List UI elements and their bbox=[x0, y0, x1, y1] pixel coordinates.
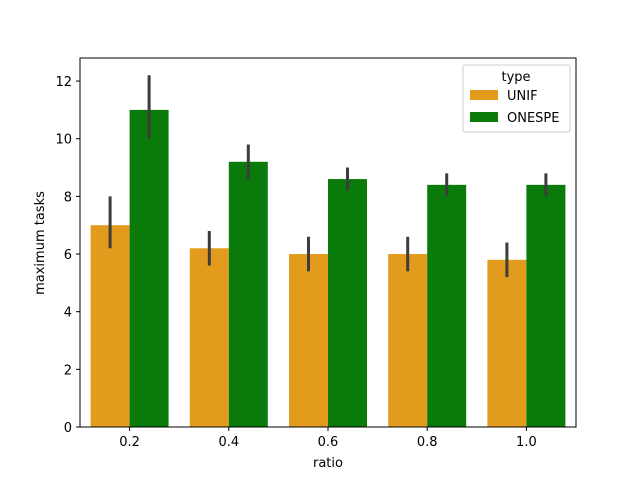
bar-onespe-0.6 bbox=[328, 179, 367, 427]
legend: type UNIF ONESPE bbox=[462, 64, 571, 133]
bar-onespe-0.2 bbox=[129, 109, 169, 427]
x-tick-label: 0.4 bbox=[218, 435, 239, 450]
y-tick-label: 6 bbox=[64, 248, 72, 263]
bar-unif-0.8 bbox=[388, 254, 428, 427]
y-tick-label: 0 bbox=[64, 421, 72, 436]
x-tick-label: 0.8 bbox=[417, 435, 438, 450]
y-tick-label: 8 bbox=[64, 190, 72, 205]
y-axis-label: maximum tasks bbox=[33, 191, 48, 295]
y-tick-label: 2 bbox=[64, 363, 72, 378]
y-tick-label: 10 bbox=[55, 133, 72, 148]
bar-onespe-0.4 bbox=[228, 161, 268, 427]
legend-title: type bbox=[501, 70, 530, 85]
bar-unif-0.2 bbox=[90, 225, 130, 427]
x-tick-label: 0.6 bbox=[318, 435, 339, 450]
legend-swatch-onespe bbox=[470, 112, 498, 122]
bar-unif-0.4 bbox=[189, 248, 229, 427]
y-tick-label: 4 bbox=[64, 306, 72, 321]
x-tick-label: 1.0 bbox=[516, 435, 537, 450]
bars-group bbox=[90, 109, 566, 427]
legend-swatch-unif bbox=[470, 90, 498, 100]
axes-group: 0 2 4 6 8 10 12 0.2 0.4 0.6 0.8 1.0 bbox=[55, 57, 577, 450]
error-bars-group bbox=[108, 75, 548, 278]
x-tick-label: 0.2 bbox=[119, 435, 140, 450]
bar-unif-1.0 bbox=[487, 259, 527, 427]
y-tick-label: 12 bbox=[55, 75, 72, 90]
legend-label-unif: UNIF bbox=[507, 89, 538, 104]
bar-onespe-1.0 bbox=[526, 184, 566, 427]
bar-unif-0.6 bbox=[289, 254, 328, 427]
bar-onespe-0.8 bbox=[427, 184, 467, 427]
legend-label-onespe: ONESPE bbox=[507, 111, 559, 126]
x-axis-label: ratio bbox=[313, 456, 343, 471]
